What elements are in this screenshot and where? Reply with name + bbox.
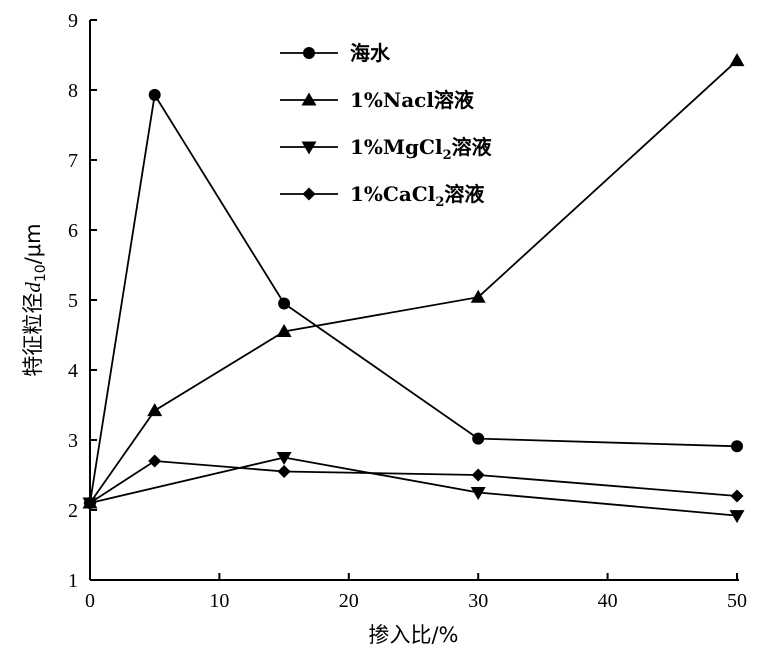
y-axis-title: 特征粒径d10/μm bbox=[21, 223, 49, 376]
legend-item-1: 海水 bbox=[280, 41, 391, 65]
legend-label-3: 1%MgCl2溶液 bbox=[350, 135, 493, 163]
y-tick-label-6: 6 bbox=[68, 220, 78, 242]
legend-item-3: 1%MgCl2溶液 bbox=[280, 135, 493, 163]
x-tick-label-50: 50 bbox=[727, 590, 747, 612]
series-3-point bbox=[729, 510, 745, 524]
y-axis-title-unit: /μm bbox=[21, 223, 45, 264]
legend-marker-2 bbox=[301, 92, 317, 106]
x-tick-label-10: 10 bbox=[209, 590, 229, 612]
series-layer bbox=[82, 53, 745, 524]
series-4-point bbox=[277, 465, 291, 478]
series-2 bbox=[82, 53, 745, 509]
series-2-point bbox=[729, 53, 745, 67]
series-4-point bbox=[83, 496, 97, 510]
series-1-point bbox=[278, 297, 291, 310]
y-tick-label-2: 2 bbox=[68, 500, 78, 522]
legend-item-4: 1%CaCl2溶液 bbox=[280, 182, 485, 210]
x-tick-label-40: 40 bbox=[598, 590, 618, 612]
series-2-point bbox=[470, 289, 486, 303]
x-tick-label-0: 0 bbox=[85, 590, 95, 612]
y-axis-title-main: 特征粒径 bbox=[21, 293, 45, 377]
legend: 海水 1%Nacl溶液 1%MgCl2溶液 1%CaCl2溶液 bbox=[280, 41, 493, 210]
series-1-point bbox=[472, 432, 485, 445]
x-axis-title: 掺入比/% bbox=[368, 623, 458, 647]
legend-label-1: 海水 bbox=[350, 41, 391, 65]
series-3-line bbox=[89, 456, 738, 517]
legend-label-4: 1%CaCl2溶液 bbox=[350, 182, 485, 210]
series-4 bbox=[83, 454, 744, 510]
legend-item-2: 1%Nacl溶液 bbox=[280, 88, 475, 112]
legend-marker-3 bbox=[301, 141, 317, 155]
series-4-point bbox=[730, 489, 744, 503]
series-3-point bbox=[470, 487, 486, 500]
x-tick-label-30: 30 bbox=[468, 590, 488, 612]
y-tick-label-7: 7 bbox=[68, 150, 78, 172]
series-3-point bbox=[276, 452, 292, 465]
y-tick-label-1: 1 bbox=[68, 570, 78, 592]
legend-marker-1 bbox=[303, 47, 315, 59]
series-4-line bbox=[89, 460, 738, 504]
legend-label-2: 1%Nacl溶液 bbox=[350, 88, 475, 112]
y-tick-label-4: 4 bbox=[68, 360, 78, 382]
y-tick-label-8: 8 bbox=[68, 80, 78, 102]
y-axis-title-var: d bbox=[21, 282, 45, 293]
legend-marker-4 bbox=[302, 187, 316, 201]
series-4-point bbox=[471, 468, 485, 482]
axes: 0 10 20 30 40 50 1 2 3 4 5 6 7 8 9 bbox=[68, 10, 747, 612]
y-tick-label-9: 9 bbox=[68, 10, 78, 32]
y-tick-label-3: 3 bbox=[68, 430, 78, 452]
series-2-line bbox=[89, 59, 738, 504]
series-2-point bbox=[147, 403, 163, 417]
y-axis-title-sub: 10 bbox=[33, 264, 49, 282]
y-tick-label-5: 5 bbox=[68, 290, 78, 312]
x-tick-label-20: 20 bbox=[339, 590, 359, 612]
series-2-point bbox=[276, 324, 292, 337]
series-4-point bbox=[148, 454, 162, 468]
series-1-point bbox=[148, 88, 161, 101]
series-1-point bbox=[731, 440, 743, 453]
